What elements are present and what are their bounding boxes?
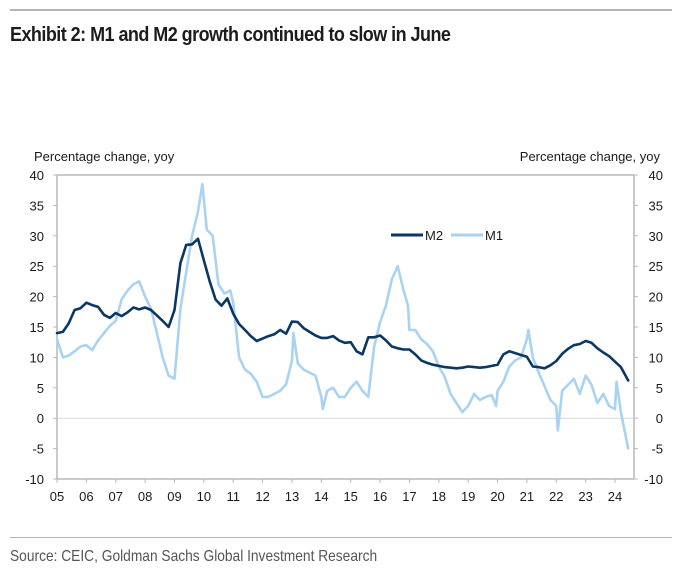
- legend-item-m2: M2: [391, 228, 443, 243]
- top-rule: [10, 9, 672, 11]
- x-tick-label: 23: [578, 489, 592, 504]
- y-tick-label-left: 20: [30, 290, 44, 305]
- x-tick-label: 14: [314, 489, 328, 504]
- y-tick-label-right: 35: [649, 198, 663, 213]
- y-tick-label-right: -10: [644, 472, 663, 487]
- y-tick-label-right: 15: [649, 320, 663, 335]
- legend-label-m1: M1: [485, 228, 503, 243]
- page-title: Exhibit 2: M1 and M2 growth continued to…: [10, 24, 451, 46]
- y-tick-label-right: 30: [649, 229, 663, 244]
- x-tick-label: 11: [226, 489, 240, 504]
- x-tick-label: 09: [167, 489, 181, 504]
- x-tick-label: 13: [285, 489, 299, 504]
- y-tick-label-left: -5: [32, 442, 44, 457]
- y-tick-label-left: 30: [30, 229, 44, 244]
- source-note: Source: CEIC, Goldman Sachs Global Inves…: [10, 548, 378, 565]
- x-tick-label: 15: [343, 489, 357, 504]
- legend: M2 M1: [391, 228, 503, 243]
- y-tick-label-right: -5: [651, 442, 663, 457]
- y-tick-label-right: 0: [656, 411, 663, 426]
- y-tick-label-right: 20: [649, 290, 663, 305]
- y-tick-label-left: 5: [37, 381, 44, 396]
- series-line-m1: [55, 182, 630, 450]
- legend-label-m2: M2: [425, 228, 443, 243]
- bottom-rule: [10, 537, 672, 538]
- y-tick-label-right: 40: [649, 168, 663, 183]
- y-tick-label-left: 35: [30, 198, 44, 213]
- x-tick-label: 20: [490, 489, 504, 504]
- y-tick-label-left: 0: [37, 411, 44, 426]
- y-tick-label-left: 40: [30, 168, 44, 183]
- x-tick-label: 12: [255, 489, 269, 504]
- y-axis-title-right: Percentage change, yoy: [520, 149, 661, 164]
- x-tick-label: 08: [138, 489, 152, 504]
- series-line-m2: [55, 237, 630, 382]
- x-tick-label: 06: [79, 489, 93, 504]
- x-tick-label: 10: [197, 489, 211, 504]
- x-tick-label: 16: [373, 489, 387, 504]
- y-tick-label-right: 10: [649, 350, 663, 365]
- x-tick-label: 07: [109, 489, 123, 504]
- x-tick-label: 22: [549, 489, 563, 504]
- y-tick-label-left: 25: [30, 259, 44, 274]
- x-tick-label: 24: [608, 489, 622, 504]
- x-tick-label: 21: [520, 489, 534, 504]
- y-tick-label-left: 10: [30, 350, 44, 365]
- x-tick-label: 19: [461, 489, 475, 504]
- x-tick-label: 05: [50, 489, 64, 504]
- y-tick-label-left: 15: [30, 320, 44, 335]
- x-tick-label: 18: [432, 489, 446, 504]
- y-axis-title-left: Percentage change, yoy: [34, 149, 175, 164]
- x-tick-label: 17: [402, 489, 416, 504]
- legend-item-m1: M1: [451, 228, 503, 243]
- series-layer: [55, 182, 630, 450]
- y-tick-label-right: 5: [656, 381, 663, 396]
- y-tick-label-right: 25: [649, 259, 663, 274]
- y-tick-label-left: -10: [25, 472, 44, 487]
